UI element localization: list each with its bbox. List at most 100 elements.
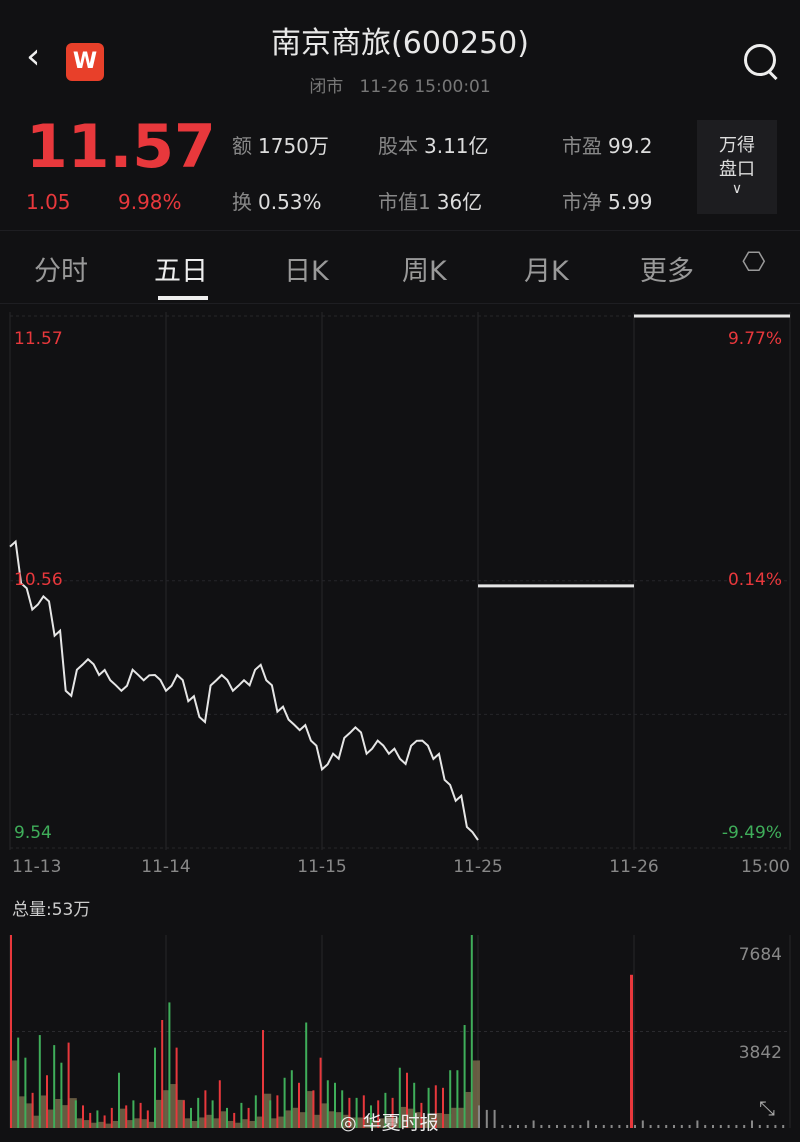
volume-bar-small [478, 1105, 480, 1128]
volume-bar [283, 1077, 286, 1128]
volume-bar-fill [127, 1120, 135, 1128]
volume-bar-fill [364, 1116, 372, 1128]
volume-bar [290, 1070, 293, 1128]
volume-bar-small [696, 1120, 699, 1128]
total-volume-label: 总量:53万 [12, 900, 90, 920]
volume-bar-fill [220, 1111, 228, 1128]
volume-bar-fill [256, 1116, 264, 1128]
volume-bar [355, 1097, 358, 1128]
orderbook-label: 盘口 [719, 159, 755, 180]
y-pct-mid: 0.14% [728, 570, 782, 590]
volume-bar-small [649, 1124, 652, 1128]
volume-bar-small [673, 1124, 675, 1128]
volume-bar-small [626, 1124, 629, 1128]
volume-bar [413, 1082, 416, 1128]
volume-bar [269, 1100, 272, 1128]
volume-bar-fill [379, 1118, 387, 1128]
tab-0[interactable]: 分时 [34, 256, 88, 287]
wind-label: 万得 [719, 135, 755, 156]
volume-bar-small [719, 1124, 722, 1128]
volume-bar [118, 1072, 120, 1128]
volume-bar [434, 1085, 437, 1128]
stat-value: 1750万 [258, 134, 329, 158]
back-button[interactable]: ‹ [26, 36, 41, 77]
volume-bar-day5-open [630, 974, 633, 1128]
volume-bar [46, 1075, 48, 1128]
stat-item: 市盈 99.2 [562, 130, 653, 159]
volume-bar [348, 1097, 351, 1128]
volume-bar [463, 1025, 466, 1128]
volume-bar-small [485, 1109, 488, 1128]
volume-bar [74, 1100, 77, 1128]
market-status: 闭市 11-26 15:00:01 [309, 77, 491, 97]
volume-bar-fill [408, 1108, 416, 1128]
price-change: 1.05 [26, 190, 71, 214]
volume-bar [132, 1100, 135, 1128]
stat-key: 额 [232, 134, 252, 158]
volume-bar-small [758, 1124, 761, 1128]
volume-bar [24, 1057, 27, 1128]
volume-bar [247, 1107, 250, 1128]
stat-value: 5.99 [608, 190, 653, 214]
volume-bar-fill [465, 1091, 473, 1128]
volume-bar-small [727, 1124, 730, 1128]
volume-bar-small [610, 1124, 613, 1128]
stat-item: 市净 5.99 [562, 186, 653, 215]
volume-bar-fill [76, 1118, 84, 1128]
volume-bar-fill [400, 1106, 408, 1128]
volume-bar-small [735, 1124, 738, 1128]
tab-3[interactable]: 周K [402, 256, 447, 287]
volume-bar-fill [199, 1117, 207, 1128]
volume-bar-small [774, 1124, 777, 1128]
volume-bar [67, 1042, 70, 1128]
stat-item: 股本 3.11亿 [378, 130, 489, 159]
volume-bar [82, 1105, 84, 1128]
volume-bar [146, 1110, 149, 1128]
volume-bar-small [602, 1124, 605, 1128]
volume-bar [125, 1105, 128, 1128]
volume-bar [31, 1092, 34, 1128]
volume-bar-fill [336, 1112, 344, 1128]
volume-bar-small [540, 1124, 543, 1128]
volume-bar-fill [321, 1103, 329, 1128]
volume-bar-small [634, 1124, 636, 1128]
volume-bar-fill [271, 1118, 279, 1128]
volume-bar-fill [458, 1107, 466, 1128]
volume-bar-small [509, 1124, 512, 1128]
volume-bar-small [563, 1124, 566, 1128]
tab-4[interactable]: 月K [524, 256, 569, 287]
y-label-high: 11.57 [14, 329, 63, 349]
tab-5[interactable]: 更多 [640, 256, 694, 287]
volume-bar-small [571, 1124, 574, 1128]
volume-bar-fill [12, 1060, 20, 1128]
y-label-low: 9.54 [14, 823, 52, 843]
volume-bar-small [704, 1124, 707, 1128]
volume-bar-small [524, 1124, 527, 1128]
volume-bar-fill [314, 1114, 322, 1128]
volume-bar [312, 1090, 315, 1128]
volume-bar-fill [120, 1108, 128, 1128]
tab-2[interactable]: 日K [284, 256, 329, 287]
volume-bar-fill [19, 1096, 27, 1128]
settings-icon[interactable]: ⎔ [742, 247, 766, 278]
volume-bar-fill [177, 1099, 185, 1128]
volume-bar [427, 1087, 430, 1128]
volume-bar [362, 1095, 365, 1128]
volume-bar-fill [292, 1107, 300, 1128]
volume-bar-fill [84, 1120, 92, 1128]
wind-orderbook-button[interactable]: 万得 盘口 ∨ [697, 120, 777, 214]
tab-1[interactable]: 五日 [154, 256, 208, 287]
volume-bar-fill [422, 1119, 430, 1128]
stat-item: 额 1750万 [232, 130, 329, 159]
volume-bar-fill [307, 1091, 315, 1128]
volume-bar [276, 1095, 279, 1128]
volume-bar-small [641, 1120, 644, 1128]
volume-bar-fill [33, 1115, 41, 1128]
search-icon[interactable] [744, 44, 776, 76]
volume-bar-fill [472, 1060, 480, 1128]
expand-icon[interactable]: ⤡ [759, 1096, 775, 1120]
stat-key: 市值1 [378, 190, 431, 214]
volume-bar [406, 1072, 408, 1128]
volume-bar [254, 1095, 257, 1128]
